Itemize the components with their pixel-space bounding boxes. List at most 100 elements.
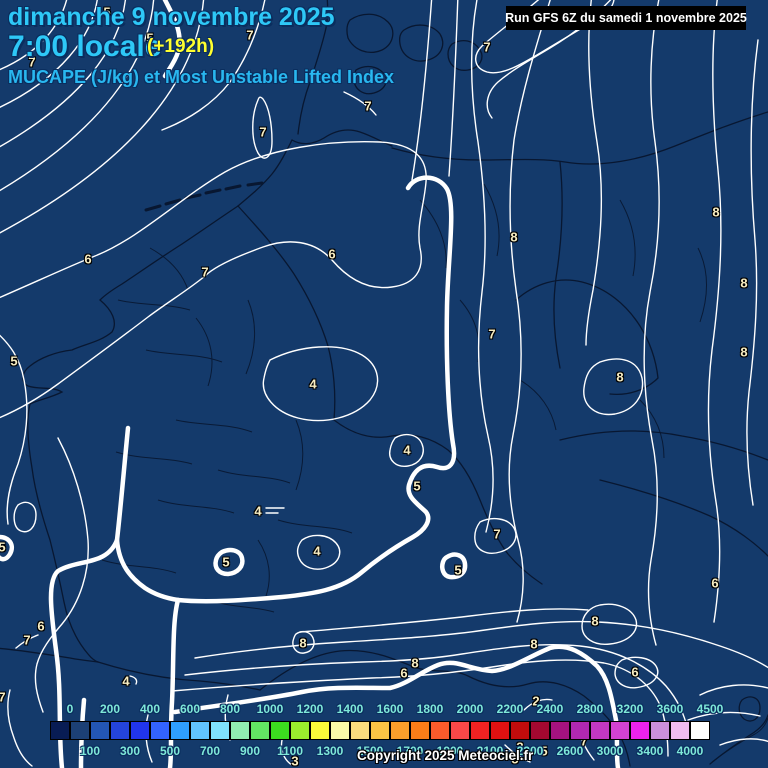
contour-label: 6 [400,665,408,681]
contour-label: 6 [328,246,336,262]
contour-label: 7 [488,326,496,342]
legend-color-box [390,721,410,740]
legend-value: 2600 [556,744,584,758]
legend-value: 3600 [656,702,684,716]
delta-islands [144,181,264,212]
contour-label: 2 [532,693,540,709]
legend-color-box [110,721,130,740]
contour-label: 4 [403,442,411,458]
contour-label: 8 [510,229,518,245]
contour-label: 3 [291,753,299,768]
contour-label: 4 [254,503,262,519]
legend-value: 4000 [676,744,704,758]
legend-value: 1600 [376,702,404,716]
contour-label: 8 [712,204,720,220]
legend-color-box [510,721,530,740]
legend-color-box [130,721,150,740]
legend-value: 900 [239,744,261,758]
contour-label: 8 [299,635,307,651]
contour-label: 5 [103,4,111,20]
contour-label: 7 [14,32,22,48]
legend-value: 800 [219,702,241,716]
run-info-box: Run GFS 6Z du samedi 1 novembre 2025 [505,6,747,30]
legend-value: 1900 [436,744,464,758]
legend-value: 2300 [516,744,544,758]
contour-label: 5 [10,353,18,369]
time-line: 7:00 locale [8,30,162,63]
contour-label: 5 [146,30,154,46]
legend-value: 3200 [616,702,644,716]
legend-color-box [410,721,430,740]
legend-color-box [90,721,110,740]
contour-label: 5 [0,539,6,555]
contour-label: 5 [511,751,519,767]
contour-label: 5 [222,554,230,570]
legend-color-box [210,721,230,740]
legend-value: 2100 [476,744,504,758]
contour-label: 8 [740,344,748,360]
contour-label: 6 [631,664,639,680]
legend-value: 2000 [456,702,484,716]
legend-value: 1100 [276,744,304,758]
contour-label: 7 [0,689,6,705]
contour-label: 8 [616,369,624,385]
legend-value: 700 [199,744,221,758]
legend-value: 1400 [336,702,364,716]
contour-label: 5 [540,743,548,759]
legend-color-box [250,721,270,740]
contour-label: 7 [483,39,491,55]
legend-value: 0 [66,702,74,716]
contour-label: 7 [28,54,36,70]
contour-label: 8 [530,636,538,652]
contour-label: 5 [413,478,421,494]
legend-value: 2400 [536,702,564,716]
legend-value: 600 [179,702,201,716]
contour-label: 3 [516,739,524,755]
contour-label: 4 [122,673,130,689]
contour-label: 7 [246,27,254,43]
contour-label: 6 [711,575,719,591]
legend-color-box [330,721,350,740]
legend-color-box [350,721,370,740]
legend-color-box [170,721,190,740]
legend-color-box [310,721,330,740]
legend-color-box [270,721,290,740]
legend-color-box [490,721,510,740]
contour-label: 8 [740,275,748,291]
legend-color-box [670,721,690,740]
legend-color-box [690,721,710,740]
legend-color-box [370,721,390,740]
legend-value: 4500 [696,702,724,716]
legend-color-box [430,721,450,740]
legend-color-box [450,721,470,740]
contour-label: 7 [201,264,209,280]
contour-label: 7 [493,526,501,542]
legend-value: 300 [119,744,141,758]
contour-label: 8 [591,613,599,629]
legend-color-box [570,721,590,740]
legend-color-box [550,721,570,740]
legend-value: 1500 [356,744,384,758]
legend-color-box [150,721,170,740]
contour-label: 4 [309,376,317,392]
contour-label: 7 [580,733,588,749]
legend-color-box [630,721,650,740]
copyright-text: Copyright 2025 Meteociel.fr [357,748,534,763]
legend-value: 3000 [596,744,624,758]
map-subtitle: MUCAPE (J/kg) et Most Unstable Lifted In… [8,67,395,87]
legend-value: 3400 [636,744,664,758]
legend-value: 1000 [256,702,284,716]
forecast-offset: (+192h) [147,36,215,57]
contour-label: 7 [364,98,372,114]
legend-color-box [290,721,310,740]
legend-value: 100 [79,744,101,758]
legend-value: 1800 [416,702,444,716]
thick-contour-lines [0,0,621,768]
interior-borders [101,183,768,763]
legend-value: 500 [159,744,181,758]
legend-value: 2800 [576,702,604,716]
